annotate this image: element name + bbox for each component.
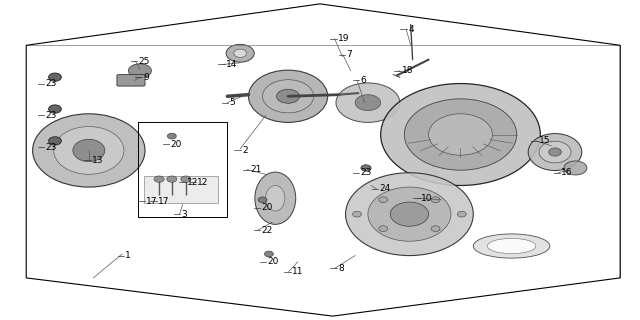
Text: 20: 20 xyxy=(171,140,182,148)
Ellipse shape xyxy=(154,176,164,182)
Ellipse shape xyxy=(167,176,177,182)
FancyBboxPatch shape xyxy=(145,176,218,203)
Text: 5: 5 xyxy=(229,98,235,107)
Ellipse shape xyxy=(49,105,61,113)
Ellipse shape xyxy=(346,173,473,256)
Ellipse shape xyxy=(255,172,296,224)
Text: 25: 25 xyxy=(139,57,150,66)
Ellipse shape xyxy=(473,234,550,258)
Text: 8: 8 xyxy=(338,264,344,273)
Text: 6: 6 xyxy=(360,76,366,85)
Text: 11: 11 xyxy=(292,267,303,276)
Ellipse shape xyxy=(264,251,273,257)
Ellipse shape xyxy=(404,99,516,170)
Ellipse shape xyxy=(129,64,152,78)
Text: 12: 12 xyxy=(197,178,209,187)
Ellipse shape xyxy=(353,211,362,217)
Ellipse shape xyxy=(73,139,105,162)
Ellipse shape xyxy=(458,211,467,217)
Text: 13: 13 xyxy=(92,156,104,164)
Ellipse shape xyxy=(355,95,381,111)
Text: 23: 23 xyxy=(45,143,57,152)
Ellipse shape xyxy=(54,126,124,174)
Ellipse shape xyxy=(49,73,61,81)
Ellipse shape xyxy=(487,238,536,254)
Ellipse shape xyxy=(361,165,371,171)
Text: 20: 20 xyxy=(268,258,279,267)
Text: 1: 1 xyxy=(125,251,131,260)
Ellipse shape xyxy=(266,186,285,211)
Text: 14: 14 xyxy=(226,60,237,69)
Ellipse shape xyxy=(336,83,400,123)
Ellipse shape xyxy=(368,187,451,241)
Text: 10: 10 xyxy=(421,194,433,203)
Ellipse shape xyxy=(234,49,246,57)
Text: 9: 9 xyxy=(143,73,149,82)
Ellipse shape xyxy=(33,114,145,187)
Text: 15: 15 xyxy=(539,136,550,145)
Text: 23: 23 xyxy=(45,111,57,120)
Ellipse shape xyxy=(431,197,440,203)
Text: 23: 23 xyxy=(360,168,372,177)
Ellipse shape xyxy=(248,70,328,123)
Ellipse shape xyxy=(49,137,61,145)
Ellipse shape xyxy=(564,161,587,175)
Ellipse shape xyxy=(262,80,314,113)
Ellipse shape xyxy=(180,176,191,182)
Ellipse shape xyxy=(379,197,388,203)
Text: 22: 22 xyxy=(261,226,273,235)
Ellipse shape xyxy=(548,148,561,156)
Text: 23: 23 xyxy=(45,79,57,88)
Ellipse shape xyxy=(276,89,300,103)
FancyBboxPatch shape xyxy=(117,75,145,86)
Ellipse shape xyxy=(429,114,492,155)
Text: 18: 18 xyxy=(402,66,413,75)
Text: 17: 17 xyxy=(158,197,170,206)
Text: 4: 4 xyxy=(408,25,413,34)
Text: 21: 21 xyxy=(250,165,262,174)
Text: 16: 16 xyxy=(561,168,573,177)
Text: 12: 12 xyxy=(186,178,198,187)
Ellipse shape xyxy=(168,133,176,139)
Text: 7: 7 xyxy=(346,50,352,59)
Ellipse shape xyxy=(381,84,540,186)
Ellipse shape xyxy=(431,226,440,231)
Ellipse shape xyxy=(539,141,571,163)
Text: 17: 17 xyxy=(147,197,158,206)
Ellipse shape xyxy=(379,226,388,231)
Ellipse shape xyxy=(226,44,254,62)
Text: 2: 2 xyxy=(242,146,248,155)
Ellipse shape xyxy=(528,133,582,171)
Text: 24: 24 xyxy=(380,184,390,193)
Text: 20: 20 xyxy=(261,203,273,212)
Ellipse shape xyxy=(258,197,267,203)
Text: 3: 3 xyxy=(181,210,187,219)
Ellipse shape xyxy=(390,202,429,226)
Text: 19: 19 xyxy=(338,35,349,44)
